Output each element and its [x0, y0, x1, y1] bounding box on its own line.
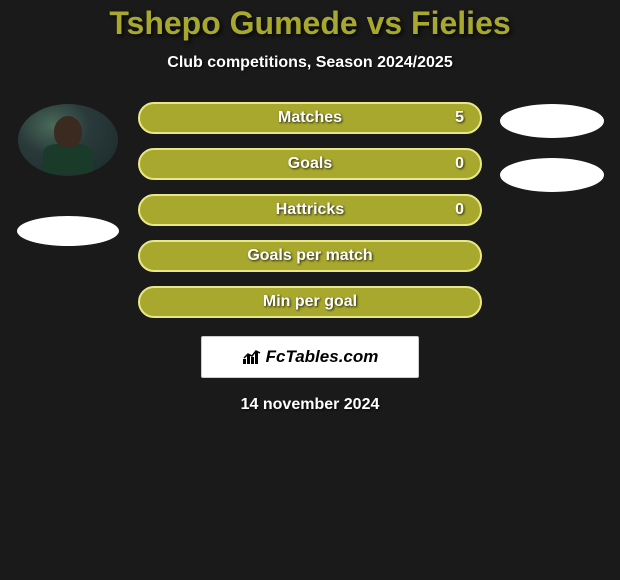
- chart-icon: [242, 349, 262, 365]
- stat-label: Matches: [140, 109, 480, 127]
- footer: FcTables.com 14 november 2024: [0, 336, 620, 414]
- stat-bar-min-per-goal: Min per goal: [138, 286, 482, 318]
- stats-column: Matches5Goals0Hattricks0Goals per matchM…: [128, 102, 492, 318]
- stat-label: Goals: [140, 155, 480, 173]
- player1-avatar: [18, 104, 118, 176]
- player1-blank-badge: [17, 216, 119, 246]
- logo-box[interactable]: FcTables.com: [201, 336, 419, 378]
- content-row: Matches5Goals0Hattricks0Goals per matchM…: [0, 102, 620, 318]
- page-title: Tshepo Gumede vs Fielies: [0, 5, 620, 42]
- main-container: Tshepo Gumede vs Fielies Club competitio…: [0, 0, 620, 414]
- stat-value: 0: [455, 155, 464, 173]
- page-subtitle: Club competitions, Season 2024/2025: [0, 54, 620, 72]
- right-column: [492, 102, 612, 192]
- player2-blank-badge: [500, 158, 604, 192]
- stat-bar-goals-per-match: Goals per match: [138, 240, 482, 272]
- stat-bar-matches: Matches5: [138, 102, 482, 134]
- stat-value: 0: [455, 201, 464, 219]
- stat-bar-hattricks: Hattricks0: [138, 194, 482, 226]
- stat-label: Goals per match: [140, 247, 480, 265]
- stat-label: Min per goal: [140, 293, 480, 311]
- date-text: 14 november 2024: [241, 396, 380, 414]
- logo-text: FcTables.com: [266, 347, 379, 367]
- player2-avatar-blank: [500, 104, 604, 138]
- stat-value: 5: [455, 109, 464, 127]
- stat-bar-goals: Goals0: [138, 148, 482, 180]
- stat-label: Hattricks: [140, 201, 480, 219]
- left-column: [8, 102, 128, 246]
